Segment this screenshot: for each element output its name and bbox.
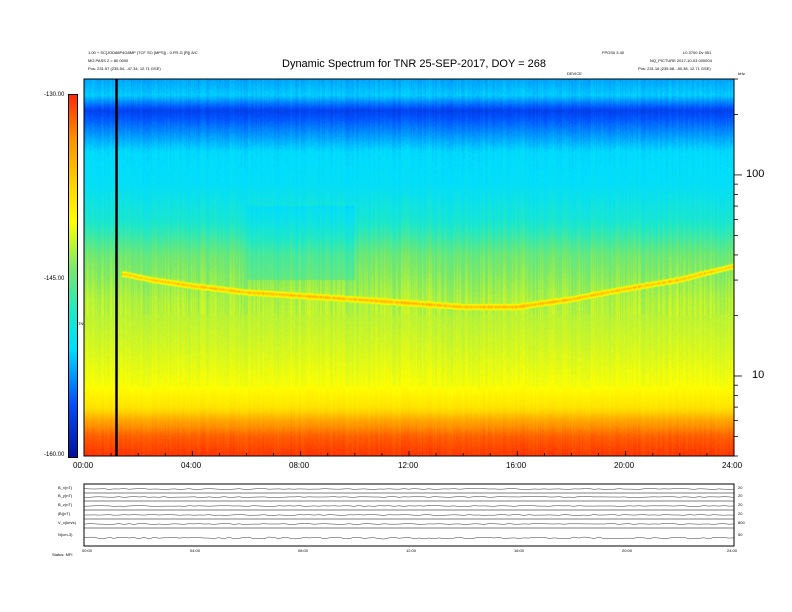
lower-x-tick-0: 00:00 — [82, 548, 93, 553]
lower-right-scale-0: 20 — [738, 485, 743, 490]
lower-x-tick-6: 24:00 — [727, 548, 738, 553]
lower-panel-rows — [83, 488, 735, 540]
y-tick-label-100: 100 — [746, 167, 765, 180]
header-left-line3: Pos: 231.57 (235.54, -47.34, 12.71 GSE) — [88, 66, 161, 71]
lower-row-label-3: |B|(nT) — [58, 511, 71, 516]
chart-title: Dynamic Spectrum for TNR 25-SEP-2017, DO… — [282, 58, 547, 70]
lower-footer-label: Status: MFI — [52, 552, 73, 557]
header-right-line2: L0 3700 Dv 951 — [683, 50, 712, 55]
lower-right-scale-4: 800 — [738, 520, 745, 525]
lower-x-tick-1: 04:00 — [190, 548, 201, 553]
lower-right-scale-5: 50 — [738, 532, 743, 537]
header-left-line1: 1.00 + SC[JOD88P4G8MP (TCF SO [MPS]) - 0… — [88, 50, 198, 55]
x-tick-marks — [83, 451, 735, 456]
x-tick-label-2400: 24:00 — [722, 461, 743, 470]
x-tick-label-0000: 00:00 — [73, 461, 94, 470]
lower-row-label-1: B_y(nT) — [58, 493, 73, 498]
x-tick-label-2000: 20:00 — [614, 461, 635, 470]
lower-row-trace — [83, 523, 735, 525]
colorbar-tick-top: -130.00 — [44, 92, 65, 98]
lower-row-trace — [83, 488, 735, 490]
x-tick-label-1200: 12:00 — [398, 461, 419, 470]
spectrogram-image — [84, 79, 734, 456]
lower-row-trace — [84, 514, 735, 516]
lower-row-trace — [83, 505, 734, 507]
lower-right-scale-1: 20 — [738, 493, 743, 498]
colorbar-label: TNR — [78, 321, 87, 326]
colorbar-tick-mid: -145.00 — [44, 276, 65, 282]
lower-row-label-5: N(cm-3) — [58, 532, 73, 537]
header-right-line4: Pos: 231.16 (235.58, -50.38, 12.71 GSE) — [638, 66, 711, 71]
lower-x-tick-2: 08:00 — [298, 548, 309, 553]
lower-right-scale-2: 20 — [738, 502, 743, 507]
header-center-small: DEVICE — [567, 71, 582, 76]
x-tick-label-0400: 04:00 — [181, 461, 202, 470]
lower-right-scale-3: 20 — [738, 511, 743, 516]
lower-row-label-2: B_z(nT) — [58, 502, 73, 507]
header-left-line2: MG PASS 2 = 80 0000 — [88, 58, 129, 63]
lower-row-label-4: V_x(km/s) — [58, 520, 76, 525]
kHz-label: kHz — [738, 71, 745, 76]
header-right-line3: NQ_PICTURE 2017-10-03 000004 — [650, 58, 712, 63]
colorbar-tick-bottom: -160.00 — [44, 452, 65, 458]
lower-x-tick-4: 16:00 — [514, 548, 525, 553]
lower-x-tick-5: 20:00 — [622, 548, 633, 553]
lower-row-trace — [83, 536, 735, 540]
y-tick-marks — [734, 78, 742, 457]
lower-row-trace — [83, 496, 735, 498]
header-right-line1: FPOS0 3.40 — [602, 50, 625, 55]
x-tick-label-1600: 16:00 — [506, 461, 527, 470]
colorbar — [68, 94, 78, 458]
x-tick-label-0800: 08:00 — [289, 461, 310, 470]
lower-row-label-0: B_x(nT) — [58, 485, 73, 490]
lower-x-tick-3: 12:00 — [406, 548, 417, 553]
y-tick-label-10: 10 — [752, 368, 765, 381]
